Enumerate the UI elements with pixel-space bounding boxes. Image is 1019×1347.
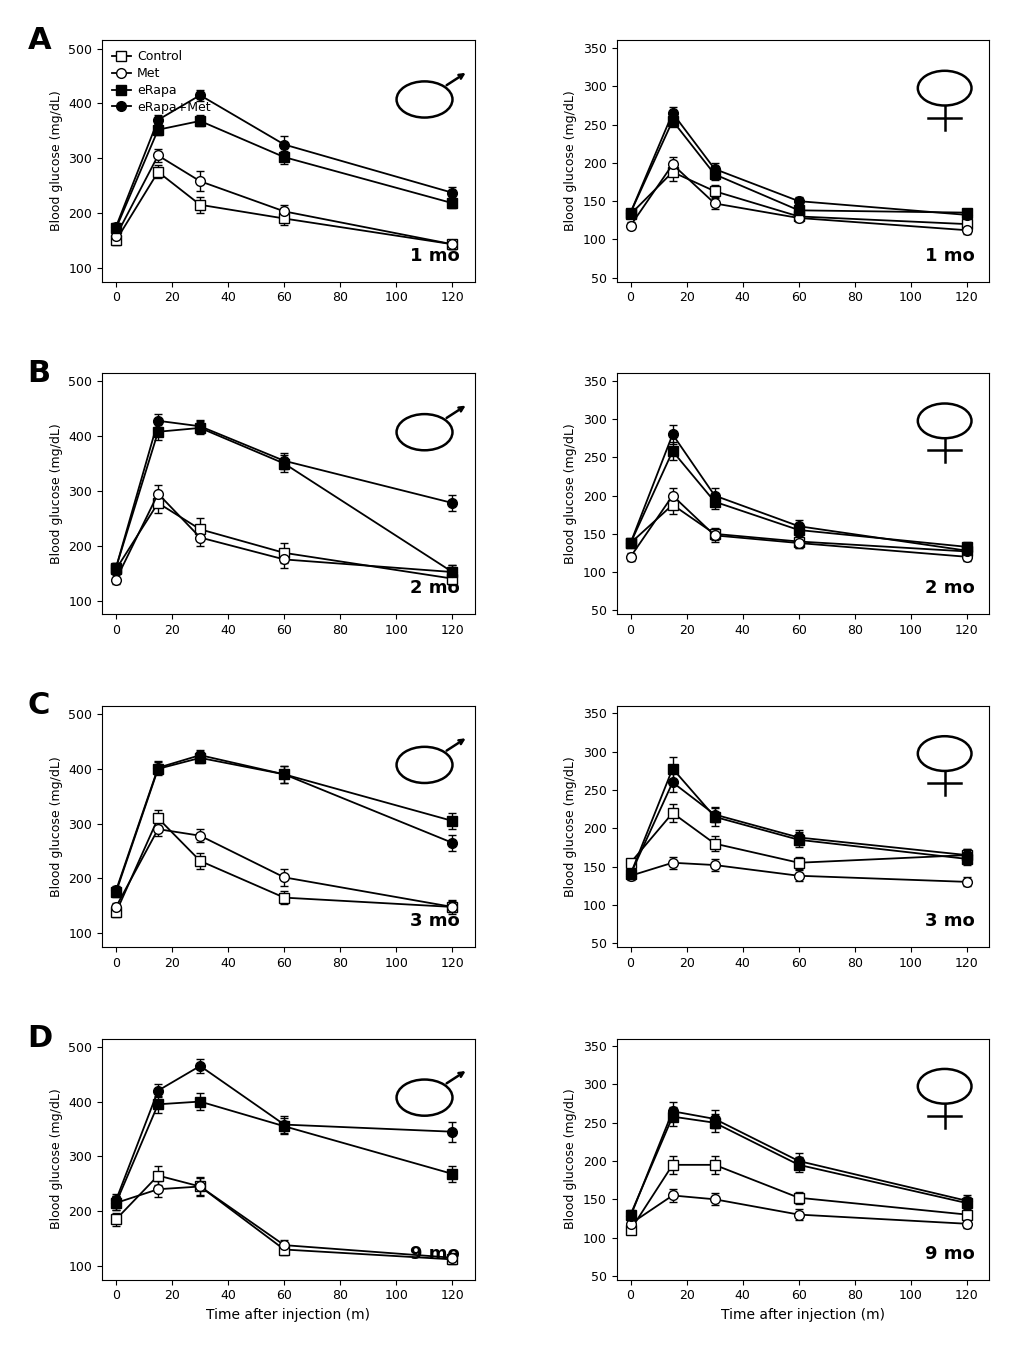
Text: 9 mo: 9 mo xyxy=(410,1245,460,1262)
Text: 9 mo: 9 mo xyxy=(924,1245,973,1262)
Text: C: C xyxy=(28,691,50,721)
Y-axis label: Blood glucose (mg/dL): Blood glucose (mg/dL) xyxy=(564,1088,577,1230)
Text: 3 mo: 3 mo xyxy=(924,912,973,929)
X-axis label: Time after injection (m): Time after injection (m) xyxy=(206,1308,370,1321)
Text: 1 mo: 1 mo xyxy=(410,247,460,264)
Y-axis label: Blood glucose (mg/dL): Blood glucose (mg/dL) xyxy=(564,90,577,232)
Legend: Control, Met, eRapa, eRapa+Met: Control, Met, eRapa, eRapa+Met xyxy=(108,47,214,117)
Text: 3 mo: 3 mo xyxy=(410,912,460,929)
Y-axis label: Blood glucose (mg/dL): Blood glucose (mg/dL) xyxy=(50,423,62,564)
Y-axis label: Blood glucose (mg/dL): Blood glucose (mg/dL) xyxy=(564,423,577,564)
Y-axis label: Blood glucose (mg/dL): Blood glucose (mg/dL) xyxy=(50,1088,62,1230)
Y-axis label: Blood glucose (mg/dL): Blood glucose (mg/dL) xyxy=(50,756,62,897)
Text: 2 mo: 2 mo xyxy=(924,579,973,597)
Y-axis label: Blood glucose (mg/dL): Blood glucose (mg/dL) xyxy=(564,756,577,897)
Text: D: D xyxy=(28,1024,53,1053)
X-axis label: Time after injection (m): Time after injection (m) xyxy=(720,1308,884,1321)
Text: A: A xyxy=(28,26,51,55)
Y-axis label: Blood glucose (mg/dL): Blood glucose (mg/dL) xyxy=(50,90,62,232)
Text: 1 mo: 1 mo xyxy=(924,247,973,264)
Text: 2 mo: 2 mo xyxy=(410,579,460,597)
Text: B: B xyxy=(28,358,51,388)
